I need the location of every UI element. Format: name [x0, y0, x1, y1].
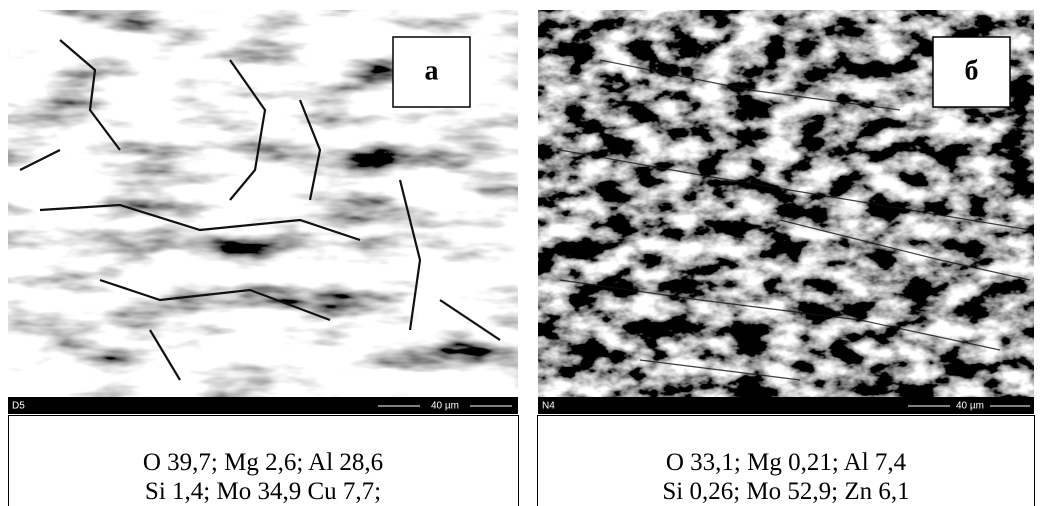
composition-line: O 39,7; Mg 2,6; Al 28,6	[143, 449, 383, 476]
panel-label: б	[965, 55, 979, 86]
composition-line: O 33,1; Mg 0,21; Al 7,4	[666, 449, 907, 476]
panel-label-box	[932, 36, 1011, 108]
panel-label: а	[425, 55, 439, 86]
composition-line: Si 0,26; Mo 52,9; Zn 6,1	[662, 478, 909, 505]
panel-a: а D5 40 µm O 39,7; Mg 2,6; Al 28,6 Si 1,…	[8, 10, 519, 506]
info-strip	[538, 397, 1034, 414]
panel-label-box	[392, 36, 471, 108]
cracks	[19, 39, 501, 381]
info-strip	[8, 397, 518, 414]
composition-line: Si 1,4; Mo 34,9 Cu 7,7;	[145, 478, 381, 505]
caption-box	[537, 415, 1035, 506]
scale-text: 40 µm	[956, 401, 984, 412]
sample-id: D5	[12, 401, 25, 412]
caption-box	[8, 415, 519, 506]
scale-text: 40 µm	[431, 401, 459, 412]
cracks	[559, 59, 1031, 381]
panel-b: б N4 40 µm O 33,1; Mg 0,21; Al 7,4 Si 0,…	[537, 10, 1035, 506]
sample-id: N4	[542, 401, 555, 412]
